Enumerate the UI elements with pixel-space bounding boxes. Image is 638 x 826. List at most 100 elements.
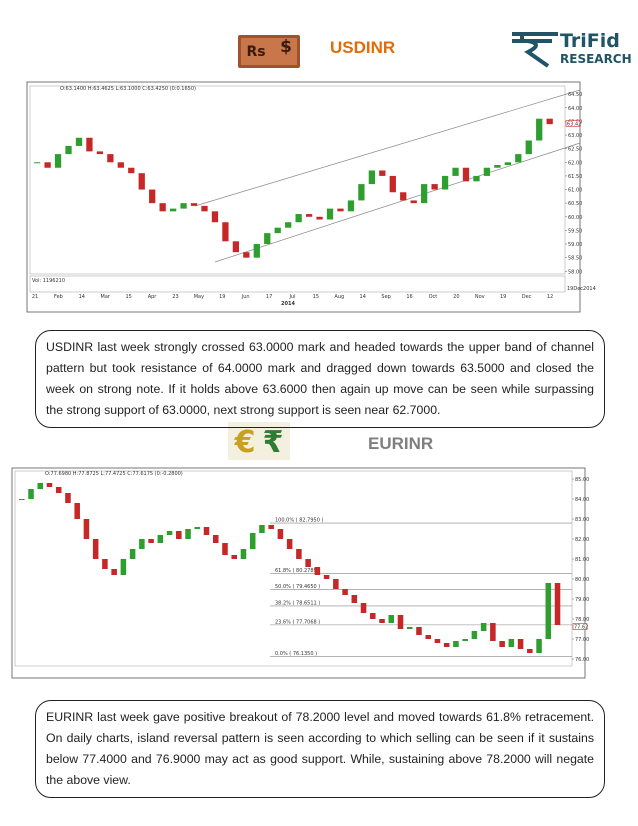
y-tick-label: 60.50 <box>568 201 582 207</box>
y-tick-label: 58.50 <box>568 256 582 262</box>
chart-info: O:63.1400 H:63.4625 L:63.1000 C:63.4250 … <box>60 86 196 92</box>
candle <box>19 499 25 500</box>
candle <box>370 613 376 619</box>
x-tick-label: 12 <box>547 294 553 300</box>
candle <box>517 639 524 649</box>
candle <box>351 595 358 603</box>
candle <box>305 214 313 217</box>
candle <box>410 200 417 204</box>
fib-label: 50.0% ( 79.4650 ) <box>275 584 320 590</box>
usdinr-chart: O:63.1400 H:63.4625 L:63.1000 C:63.4250 … <box>26 81 596 313</box>
x-tick-label: 20 <box>453 294 459 300</box>
candle <box>333 579 339 589</box>
plot-frame <box>14 470 573 667</box>
candle <box>406 627 413 629</box>
candle <box>473 175 480 182</box>
candle <box>34 162 41 164</box>
eur-icon: € ₹ <box>228 422 290 460</box>
y-tick-label: 63.00 <box>568 133 582 139</box>
fib-label: 23.6% ( 77.7068 ) <box>275 619 320 625</box>
y-tick-label: 62.00 <box>568 160 582 166</box>
candle <box>314 567 321 575</box>
y-tick-label: 76.00 <box>575 657 589 663</box>
x-tick-label: Feb <box>54 294 63 300</box>
candle <box>480 623 487 631</box>
fib-label: 0.0% ( 76.1350 ) <box>275 651 317 657</box>
candle <box>185 529 191 539</box>
price-tag <box>565 120 581 127</box>
icon-text: Rs <box>246 44 265 60</box>
candle <box>201 205 208 212</box>
x-tick-label: 15 <box>313 294 319 300</box>
usd-icon: Rs $ <box>238 35 300 68</box>
candle <box>259 525 265 533</box>
candle <box>203 527 210 535</box>
y-tick-label: 85.00 <box>575 477 589 483</box>
candle <box>222 543 228 555</box>
candle <box>453 641 459 647</box>
candle <box>55 487 62 493</box>
fib-label: 38.2% ( 78.6511 ) <box>275 600 320 606</box>
candle <box>120 559 127 575</box>
candle <box>416 627 422 635</box>
candle <box>490 623 496 641</box>
y-tick-label: 62.50 <box>568 147 582 153</box>
candle <box>483 167 491 176</box>
chart-frame <box>11 467 586 679</box>
candle <box>296 549 302 559</box>
x-tick-label: May <box>194 294 204 300</box>
candle <box>83 519 90 539</box>
candle <box>441 175 449 190</box>
candle <box>194 527 201 529</box>
candle <box>44 162 51 168</box>
candle <box>536 118 543 141</box>
x-tick-label: Apr <box>148 294 158 300</box>
candle <box>389 175 396 193</box>
x-tick-label: Jun <box>241 294 250 300</box>
candle <box>231 555 237 559</box>
y-tick-label: 79.00 <box>575 597 589 603</box>
candle <box>360 603 367 613</box>
volume-label: Vol: 1196210 <box>32 278 65 284</box>
price-tag-label: 77.62 <box>574 625 588 631</box>
candle <box>462 167 470 182</box>
candle <box>54 154 62 168</box>
candle <box>342 589 348 595</box>
candle <box>264 233 271 245</box>
x-tick-label: Sep <box>381 294 390 300</box>
candle <box>128 167 135 174</box>
icon-text: ₹ <box>263 425 284 460</box>
candle <box>508 639 515 647</box>
plot-frame <box>29 85 566 275</box>
candle <box>166 531 173 535</box>
candle <box>379 619 385 623</box>
candle <box>180 203 187 209</box>
candle <box>190 203 198 206</box>
fib-label: 100.0% ( 82.7950 ) <box>275 518 323 524</box>
candle <box>452 167 459 176</box>
candle <box>222 222 229 242</box>
candle <box>148 539 154 543</box>
chart-frame <box>26 81 581 313</box>
y-tick-label: 59.00 <box>568 242 582 248</box>
candle <box>74 503 80 519</box>
commentary: USDINR last week strongly crossed 63.000… <box>35 330 605 428</box>
candle <box>139 539 145 549</box>
candle <box>102 559 108 569</box>
candle <box>286 539 293 549</box>
candle <box>249 533 256 549</box>
candle <box>536 639 542 653</box>
logo-name: TriFid <box>560 30 620 52</box>
x-tick-label: 15 <box>125 294 131 300</box>
y-tick-label: 58.00 <box>568 269 582 275</box>
commentary: EURINR last week gave positive breakout … <box>35 700 605 798</box>
x-tick-label: Oct <box>429 294 438 300</box>
candle <box>443 643 450 647</box>
candle <box>65 493 71 503</box>
x-tick-label: Mar <box>101 294 111 300</box>
candle <box>159 203 166 212</box>
candle <box>494 165 501 168</box>
y-tick-label: 64.50 <box>568 92 582 98</box>
candle <box>462 639 468 641</box>
